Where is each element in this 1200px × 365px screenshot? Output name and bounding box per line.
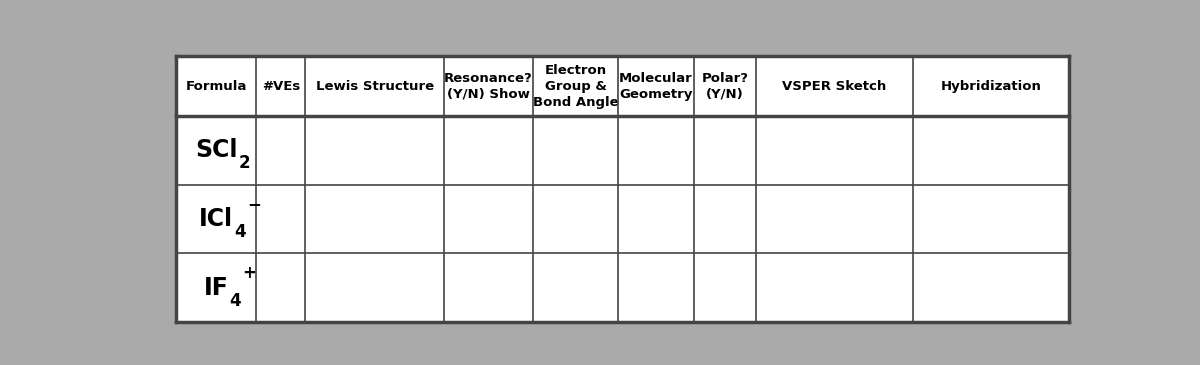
Text: #VEs: #VEs: [262, 80, 300, 93]
Text: IF: IF: [204, 276, 229, 300]
Text: Polar?
(Y/N): Polar? (Y/N): [702, 72, 749, 101]
Text: +: +: [242, 264, 256, 282]
Text: Formula: Formula: [186, 80, 247, 93]
Text: 4: 4: [229, 292, 241, 310]
Text: Resonance?
(Y/N) Show: Resonance? (Y/N) Show: [444, 72, 533, 101]
Text: Electron
Group &
Bond Angle: Electron Group & Bond Angle: [533, 64, 618, 109]
Text: VSPER Sketch: VSPER Sketch: [782, 80, 887, 93]
Text: Hybridization: Hybridization: [941, 80, 1042, 93]
Text: −: −: [247, 195, 260, 213]
Text: 4: 4: [234, 223, 246, 241]
Text: ICl: ICl: [199, 207, 233, 231]
Text: SCl: SCl: [194, 138, 238, 162]
Text: Molecular
Geometry: Molecular Geometry: [619, 72, 692, 101]
Text: 2: 2: [239, 154, 250, 173]
Text: Lewis Structure: Lewis Structure: [316, 80, 433, 93]
